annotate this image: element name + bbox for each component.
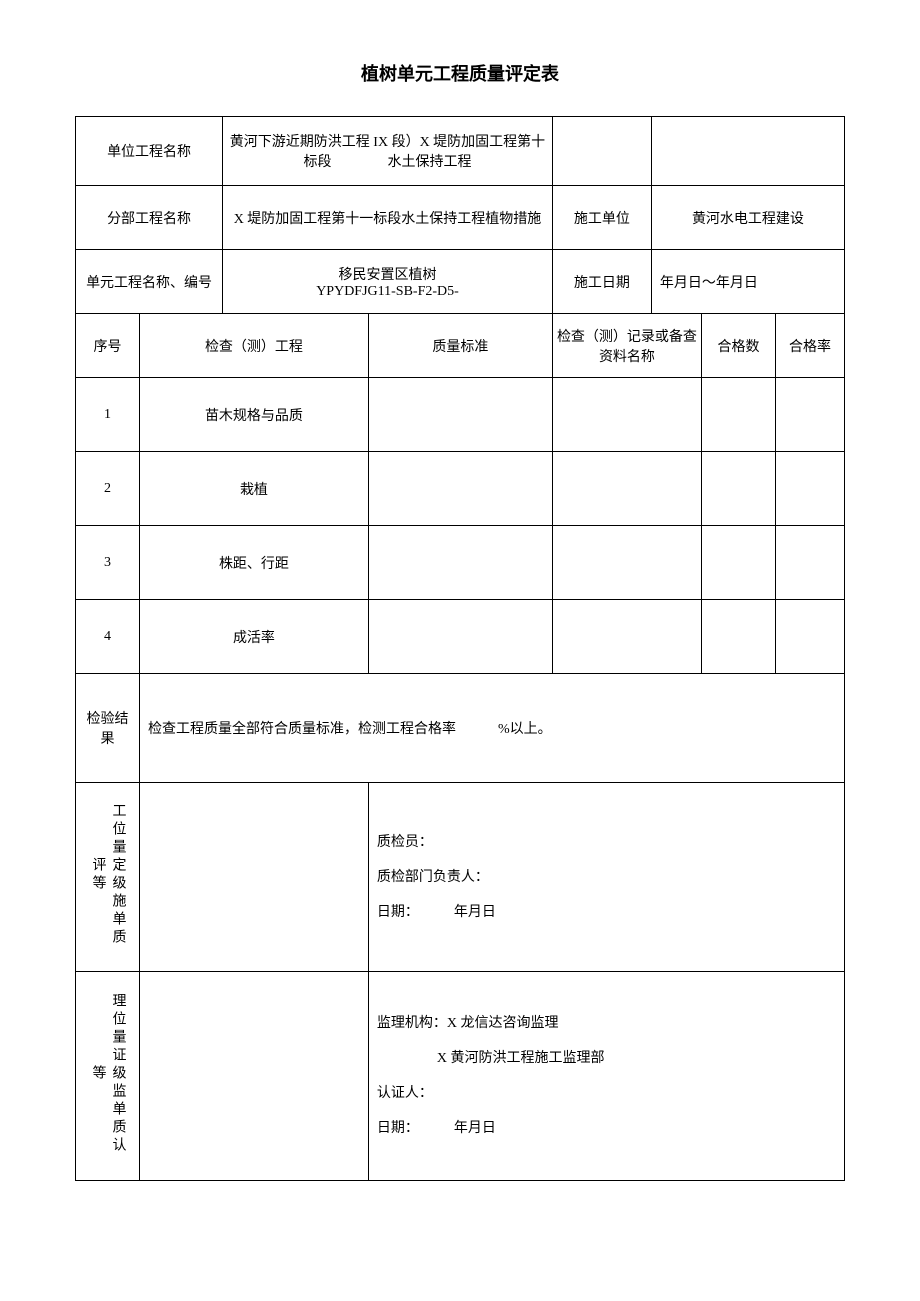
header-row-2: 分部工程名称 X 堤防加固工程第十一标段水土保持工程植物措施 施工单位 黄河水电… bbox=[76, 186, 845, 250]
sub-project-name-value: X 堤防加固工程第十一标段水土保持工程植物措施 bbox=[223, 186, 553, 250]
item-cell: 苗木规格与品质 bbox=[140, 378, 369, 452]
sig2-content: 监理机构：X 龙信达咨询监理 X 黄河防洪工程施工监理部 认证人： 日期： 年月… bbox=[368, 972, 844, 1181]
record-cell bbox=[552, 600, 701, 674]
result-label: 检验结果 bbox=[76, 674, 140, 783]
pass-count-cell bbox=[702, 600, 776, 674]
table-row: 4 成活率 bbox=[76, 600, 845, 674]
sig1-line1: 质检员： bbox=[377, 825, 836, 860]
sub-project-name-label: 分部工程名称 bbox=[76, 186, 223, 250]
unit-project-name-label: 单位工程名称 bbox=[76, 117, 223, 186]
pass-rate-cell bbox=[776, 600, 845, 674]
unit-eng-name-value: 移民安置区植树 YPYDFJG11-SB-F2-D5- bbox=[223, 250, 553, 314]
table-row: 3 株距、行距 bbox=[76, 526, 845, 600]
seq-cell: 1 bbox=[76, 378, 140, 452]
item-cell: 株距、行距 bbox=[140, 526, 369, 600]
col-standard: 质量标准 bbox=[368, 314, 552, 378]
unit-eng-name-value-line2: YPYDFJG11-SB-F2-D5- bbox=[316, 284, 459, 299]
unit-eng-name-value-line1: 移民安置区植树 bbox=[339, 268, 437, 283]
record-cell bbox=[552, 378, 701, 452]
col-item: 检查（测）工程 bbox=[140, 314, 369, 378]
pass-count-cell bbox=[702, 452, 776, 526]
sig2-label: 理位量证级监单质认等 bbox=[76, 972, 140, 1181]
sig2-line3: 认证人： bbox=[377, 1076, 836, 1111]
unit-project-name-value: 黄河下游近期防洪工程 IX 段）X 堤防加固工程第十标段 水土保持工程 bbox=[223, 117, 553, 186]
page-title: 植树单元工程质量评定表 bbox=[75, 60, 845, 86]
header-row-3: 单元工程名称、编号 移民安置区植树 YPYDFJG11-SB-F2-D5- 施工… bbox=[76, 250, 845, 314]
unit-eng-name-label: 单元工程名称、编号 bbox=[76, 250, 223, 314]
col-seq: 序号 bbox=[76, 314, 140, 378]
blank1-label bbox=[552, 117, 651, 186]
result-text: 检查工程质量全部符合质量标准，检测工程合格率 %以上。 bbox=[140, 674, 845, 783]
sig2-line2: X 黄河防洪工程施工监理部 bbox=[377, 1041, 836, 1076]
seq-cell: 3 bbox=[76, 526, 140, 600]
table-row: 1 苗木规格与品质 bbox=[76, 378, 845, 452]
pass-rate-cell bbox=[776, 526, 845, 600]
standard-cell bbox=[368, 600, 552, 674]
sig2-line1: 监理机构：X 龙信达咨询监理 bbox=[377, 1006, 836, 1041]
item-cell: 栽植 bbox=[140, 452, 369, 526]
sig1-label-text: 工位量定级施单质评等 bbox=[84, 787, 132, 962]
sig1-content: 质检员： 质检部门负责人： 日期： 年月日 bbox=[368, 783, 844, 972]
standard-cell bbox=[368, 452, 552, 526]
sig2-label-text: 理位量证级监单质认等 bbox=[84, 976, 132, 1171]
sig1-label: 工位量定级施单质评等 bbox=[76, 783, 140, 972]
pass-rate-cell bbox=[776, 378, 845, 452]
record-cell bbox=[552, 452, 701, 526]
result-row: 检验结果 检查工程质量全部符合质量标准，检测工程合格率 %以上。 bbox=[76, 674, 845, 783]
pass-rate-cell bbox=[776, 452, 845, 526]
sig2-line4: 日期： 年月日 bbox=[377, 1111, 836, 1146]
sig1-spacer bbox=[140, 783, 369, 972]
blank1-value bbox=[651, 117, 844, 186]
date-value: 年月日～年月日 bbox=[651, 250, 844, 314]
sig1-line3: 日期： 年月日 bbox=[377, 895, 836, 930]
standard-cell bbox=[368, 378, 552, 452]
contractor-label: 施工单位 bbox=[552, 186, 651, 250]
header-row-1: 单位工程名称 黄河下游近期防洪工程 IX 段）X 堤防加固工程第十标段 水土保持… bbox=[76, 117, 845, 186]
date-label: 施工日期 bbox=[552, 250, 651, 314]
item-cell: 成活率 bbox=[140, 600, 369, 674]
col-pass-rate: 合格率 bbox=[776, 314, 845, 378]
column-header-row: 序号 检查（测）工程 质量标准 检查（测）记录或备查资料名称 合格数 合格率 bbox=[76, 314, 845, 378]
pass-count-cell bbox=[702, 526, 776, 600]
sig2-spacer bbox=[140, 972, 369, 1181]
contractor-value: 黄河水电工程建设 bbox=[651, 186, 844, 250]
standard-cell bbox=[368, 526, 552, 600]
signature-row-1: 工位量定级施单质评等 质检员： 质检部门负责人： 日期： 年月日 bbox=[76, 783, 845, 972]
seq-cell: 4 bbox=[76, 600, 140, 674]
seq-cell: 2 bbox=[76, 452, 140, 526]
col-record: 检查（测）记录或备查资料名称 bbox=[552, 314, 701, 378]
pass-count-cell bbox=[702, 378, 776, 452]
table-row: 2 栽植 bbox=[76, 452, 845, 526]
record-cell bbox=[552, 526, 701, 600]
col-pass-count: 合格数 bbox=[702, 314, 776, 378]
sig1-line2: 质检部门负责人： bbox=[377, 860, 836, 895]
evaluation-table: 单位工程名称 黄河下游近期防洪工程 IX 段）X 堤防加固工程第十标段 水土保持… bbox=[75, 116, 845, 1181]
signature-row-2: 理位量证级监单质认等 监理机构：X 龙信达咨询监理 X 黄河防洪工程施工监理部 … bbox=[76, 972, 845, 1181]
